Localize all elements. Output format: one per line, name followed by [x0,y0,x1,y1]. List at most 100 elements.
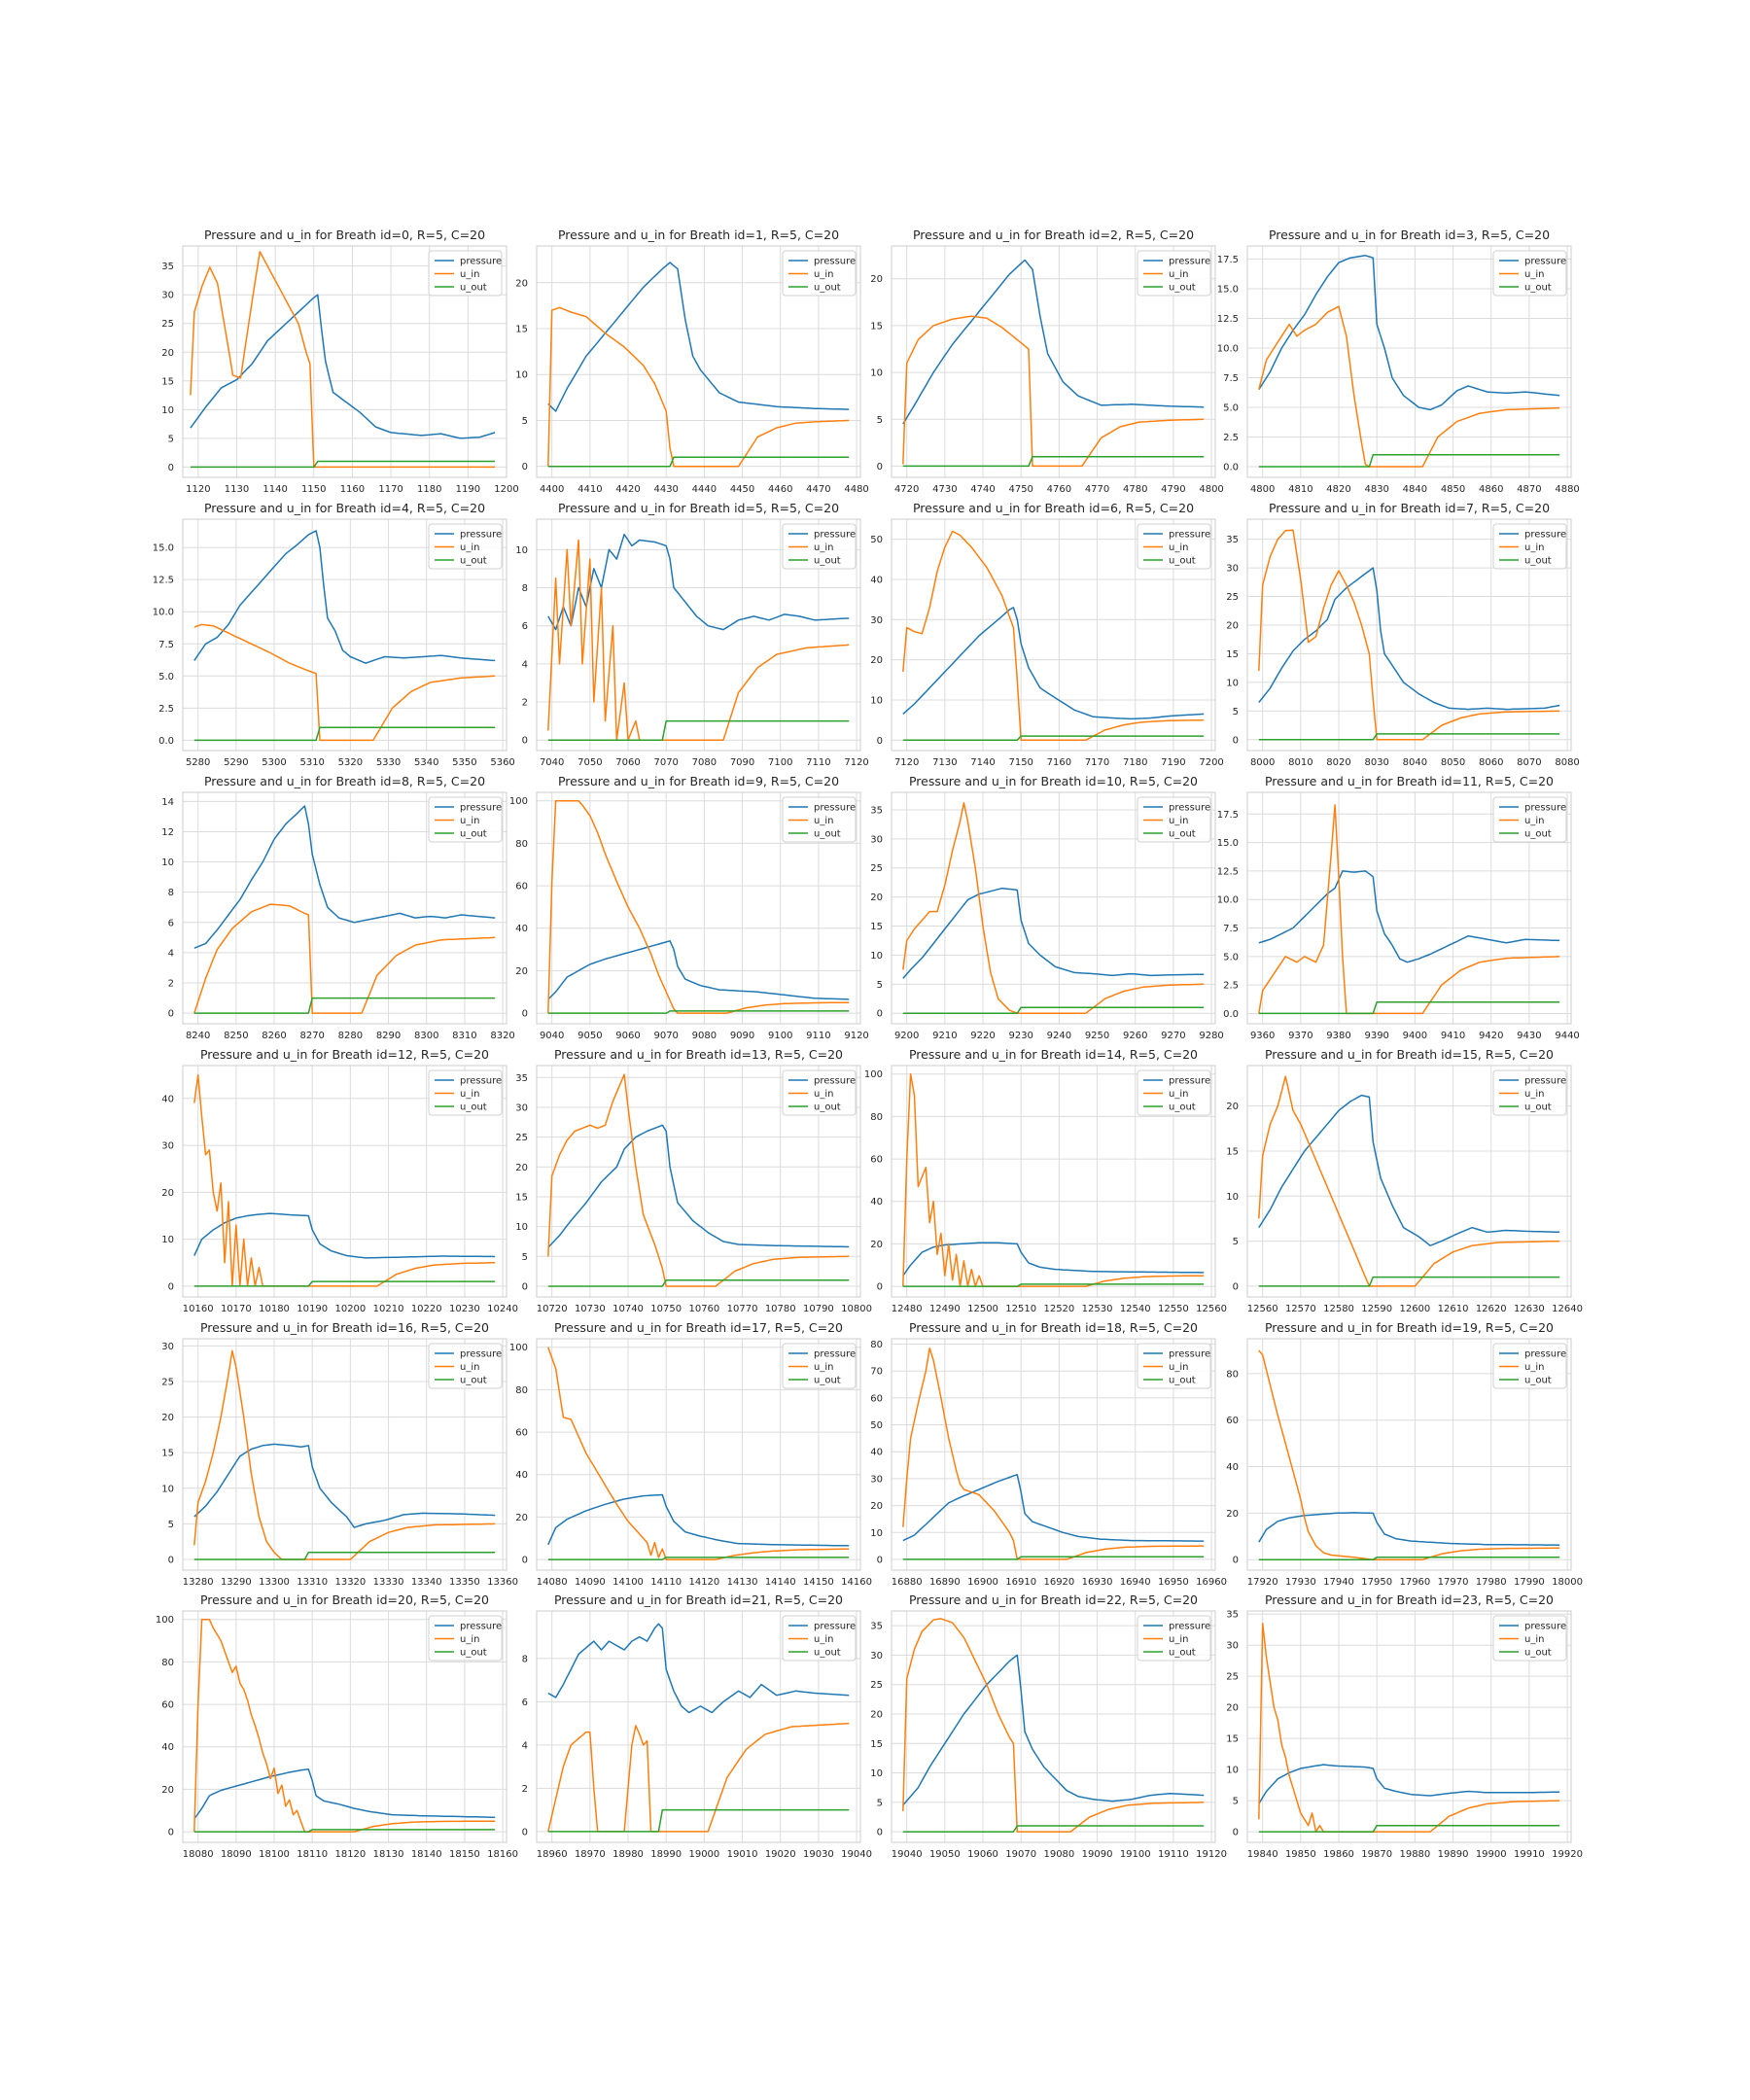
x-tick-label: 5330 [376,757,401,768]
x-tick-label: 1150 [301,484,326,495]
y-tick-label: 0 [522,462,528,472]
y-tick-label: 60 [515,1428,528,1439]
x-tick-label: 4790 [1161,484,1185,495]
subplot-title: Pressure and u_in for Breath id=22, R=5,… [909,1592,1198,1607]
y-tick-label: 12.5 [1217,314,1239,325]
x-tick-label: 14140 [765,1577,796,1588]
subplot-15: Pressure and u_in for Breath id=15, R=5,… [1226,1047,1583,1314]
x-tick-label: 8070 [1517,757,1541,768]
y-tick-label: 0 [522,1556,528,1566]
legend-box [1137,1615,1211,1662]
y-tick-label: 0 [522,1281,528,1292]
legend-label: pressure [1169,530,1210,541]
y-tick-label: 20 [1226,1102,1239,1112]
x-tick-label: 19100 [1120,1849,1151,1860]
x-tick-label: 19070 [1005,1849,1036,1860]
x-tick-label: 9380 [1326,1031,1350,1041]
series-line-pressure [547,1493,850,1547]
x-tick-label: 9070 [653,1031,678,1041]
y-tick-label: 80 [161,1658,174,1668]
axes-frame [536,1338,861,1571]
legend-label: u_in [1524,542,1544,553]
subplot-5: Pressure and u_in for Breath id=5, R=5, … [515,501,869,768]
legend-label: u_in [1524,1362,1544,1373]
subplot-title: Pressure and u_in for Breath id=23, R=5,… [1265,1592,1554,1607]
x-tick-label: 19080 [1043,1849,1074,1860]
x-tick-label: 7090 [730,757,754,768]
y-tick-label: 20 [161,348,174,359]
legend-label: u_out [1169,829,1196,840]
legend-label: u_out [1524,283,1552,294]
y-tick-label: 60 [870,1155,883,1166]
series-line-u-in [193,623,496,742]
x-tick-label: 9240 [1047,1031,1071,1041]
x-tick-label: 19040 [841,1849,872,1860]
x-tick-label: 8000 [1250,757,1275,768]
legend-label: u_out [1524,1102,1552,1113]
legend-label: pressure [460,1349,502,1360]
y-tick-label: 5 [1233,707,1239,718]
legend-label: u_in [1169,816,1188,826]
series-line-u-out [1258,1824,1560,1833]
y-tick-label: 15.0 [1217,838,1239,849]
legend-box [782,796,857,843]
series-line-pressure [902,1474,1205,1542]
x-tick-label: 8080 [1555,757,1579,768]
grid [537,1611,860,1842]
y-tick-label: 10 [870,951,883,962]
x-tick-label: 8260 [262,1031,286,1041]
x-tick-label: 7170 [1085,757,1109,768]
x-tick-label: 8270 [299,1031,324,1041]
y-tick-label: 2 [522,698,528,709]
y-tick-label: 5 [877,1798,883,1808]
legend-label: u_out [1524,1376,1552,1386]
y-tick-label: 100 [864,1069,883,1080]
axes-frame [1246,245,1572,478]
legend-label: u_in [814,1634,833,1645]
y-tick-label: 0 [168,1828,174,1838]
x-tick-label: 12520 [1043,1304,1074,1314]
x-tick-label: 19880 [1399,1849,1430,1860]
y-tick-label: 60 [870,1393,883,1404]
series-line-pressure [547,533,850,631]
axes-frame [891,245,1216,478]
subplot-10: Pressure and u_in for Breath id=10, R=5,… [870,774,1224,1041]
legend-box [428,1615,503,1662]
subplot-title: Pressure and u_in for Breath id=18, R=5,… [909,1320,1198,1335]
axes-frame [536,245,861,478]
x-tick-label: 4460 [768,484,792,495]
legend-box [1492,1069,1567,1116]
legend-box [428,250,503,297]
x-tick-label: 18980 [612,1849,644,1860]
legend-label: u_in [460,1089,479,1100]
x-tick-label: 10740 [612,1304,644,1314]
x-tick-label: 4770 [1085,484,1109,495]
subplot-title: Pressure and u_in for Breath id=14, R=5,… [909,1047,1198,1062]
x-tick-label: 4730 [932,484,957,495]
x-tick-label: 19920 [1552,1849,1583,1860]
x-tick-label: 10770 [727,1304,758,1314]
legend-label: u_out [1524,556,1552,567]
x-tick-label: 10170 [221,1304,252,1314]
axes-frame [1246,518,1572,752]
x-tick-label: 18140 [411,1849,442,1860]
series-line-u-in [190,251,496,469]
legend-label: u_in [460,1362,479,1373]
y-tick-label: 30 [161,1141,174,1152]
series-line-pressure [193,1212,496,1259]
axes-frame [891,1610,1216,1843]
x-tick-label: 13310 [297,1577,328,1588]
y-tick-label: 10 [161,1484,174,1494]
axes-frame [891,1338,1216,1571]
x-tick-label: 8290 [376,1031,401,1041]
x-tick-label: 4780 [1123,484,1147,495]
grid [183,792,507,1024]
x-tick-label: 14130 [727,1577,758,1588]
series-line-pressure [902,887,1205,979]
legend-label: pressure [1524,257,1566,267]
x-tick-label: 7110 [806,757,830,768]
x-tick-label: 7080 [692,757,717,768]
x-tick-label: 4800 [1250,484,1275,495]
x-tick-label: 4450 [730,484,754,495]
